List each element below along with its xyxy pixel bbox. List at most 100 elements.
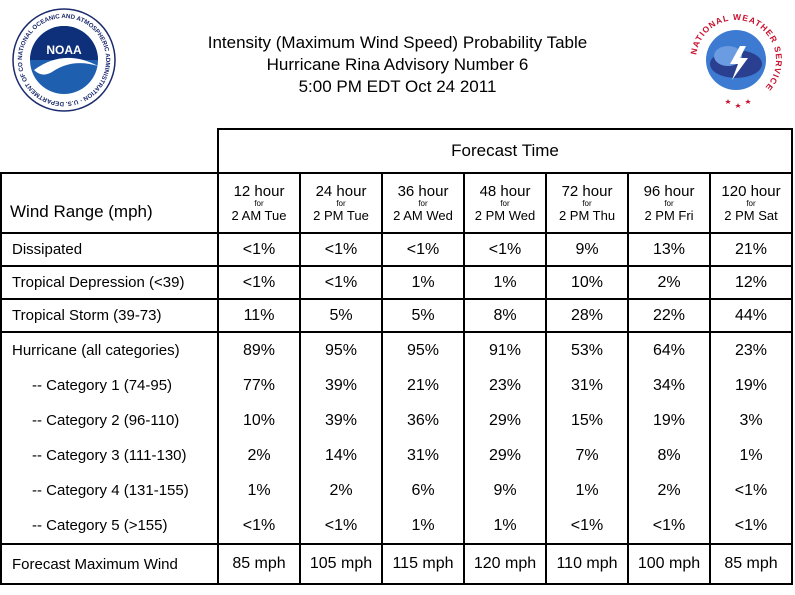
cell: 7% [575,446,599,464]
cell: 85 mph [709,543,793,585]
col-120h: 120 hour for 2 PM Sat [709,172,793,234]
col-96h: 96 hour for 2 PM Fri [627,172,711,234]
cell: 34% [652,376,686,394]
col-12h: 12 hour for 2 AM Tue [217,172,301,234]
cell: 1% [411,516,435,534]
hurricane-col: 89% 77% 10% 2% 1% <1% [217,331,301,545]
cell: 77% [242,376,276,394]
cell: 1% [463,265,547,300]
cell: 91% [488,341,522,359]
cell: 9% [493,481,517,499]
cell: <1% [299,265,383,300]
probability-table: Forecast Time Wind Range (mph) 12 hour fo… [0,128,793,585]
hurricane-labels: Hurricane (all categories) -- Category 1… [0,331,219,545]
hurricane-col: 64% 34% 19% 8% 2% <1% [627,331,711,545]
row-label: -- Category 5 (>155) [32,517,168,534]
row-label: Forecast Maximum Wind [0,543,219,585]
hurricane-col: 53% 31% 15% 7% 1% <1% [545,331,629,545]
cell: 31% [406,446,440,464]
hurricane-col: 95% 21% 36% 31% 6% 1% [381,331,465,545]
row-hurricane-group: Hurricane (all categories) -- Category 1… [0,331,793,545]
hurricane-col: 95% 39% 39% 14% 2% <1% [299,331,383,545]
cell: 100 mph [627,543,711,585]
cell: <1% [324,516,358,534]
hurricane-col: 23% 19% 3% 1% <1% <1% [709,331,793,545]
cell: 29% [488,411,522,429]
cell: 8% [463,298,547,333]
cell: <1% [652,516,686,534]
cell: 1% [739,446,763,464]
cell: <1% [299,232,383,267]
cell: 95% [324,341,358,359]
cell: <1% [734,481,768,499]
hurricane-col: 91% 23% 29% 29% 9% 1% [463,331,547,545]
cell: <1% [570,516,604,534]
col-48h: 48 hour for 2 PM Wed [463,172,547,234]
cell: 19% [652,411,686,429]
row-tropical-storm: Tropical Storm (39-73) 11% 5% 5% 8% 28% … [0,298,793,333]
cell: 23% [734,341,768,359]
cell: 44% [709,298,793,333]
cell: <1% [242,516,276,534]
cell: <1% [381,232,465,267]
cell: 5% [299,298,383,333]
row-label: -- Category 3 (111-130) [32,447,187,464]
cell: 2% [627,265,711,300]
cell: 14% [324,446,358,464]
cell: 2% [657,481,681,499]
page-title: Intensity (Maximum Wind Speed) Probabili… [150,32,645,98]
row-label: Tropical Depression (<39) [0,265,219,300]
forecast-time-header: Forecast Time [217,128,793,174]
cell: 31% [570,376,604,394]
row-tropical-depression: Tropical Depression (<39) <1% <1% 1% 1% … [0,265,793,300]
cell: 115 mph [381,543,465,585]
cell: 1% [493,516,517,534]
cell: 10% [242,411,276,429]
title-line-3: 5:00 PM EDT Oct 24 2011 [298,77,497,96]
cell: 15% [570,411,604,429]
cell: 39% [324,376,358,394]
row-label: Hurricane (all categories) [12,342,180,359]
cell: 23% [488,376,522,394]
row-label: -- Category 2 (96-110) [32,412,180,429]
cell: 95% [406,341,440,359]
cell: 22% [627,298,711,333]
cell: 1% [381,265,465,300]
cell: <1% [463,232,547,267]
cell: <1% [217,232,301,267]
cell: 2% [247,446,271,464]
noaa-logo: NATIONAL OCEANIC AND ATMOSPHERIC ADMINIS… [12,8,116,112]
row-dissipated: Dissipated <1% <1% <1% <1% 9% 13% 21% [0,232,793,267]
cell: 120 mph [463,543,547,585]
cell: 28% [545,298,629,333]
cell: 13% [627,232,711,267]
title-line-1: Intensity (Maximum Wind Speed) Probabili… [207,33,588,52]
row-label: Tropical Storm (39-73) [0,298,219,333]
cell: 8% [657,446,681,464]
svg-text:NOAA: NOAA [46,43,82,57]
col-36h: 36 hour for 2 AM Wed [381,172,465,234]
cell: 105 mph [299,543,383,585]
cell: 39% [324,411,358,429]
header: NATIONAL OCEANIC AND ATMOSPHERIC ADMINIS… [0,0,795,128]
row-label: -- Category 4 (131-155) [32,482,189,499]
cell: 5% [381,298,465,333]
cell: 11% [217,298,301,333]
cell: 3% [739,411,763,429]
cell: 1% [575,481,599,499]
row-max-wind: Forecast Maximum Wind 85 mph 105 mph 115… [0,543,793,585]
cell: 10% [545,265,629,300]
cell: 36% [406,411,440,429]
cell: 110 mph [545,543,629,585]
cell: <1% [217,265,301,300]
cell: 19% [734,376,768,394]
cell: 9% [545,232,629,267]
col-72h: 72 hour for 2 PM Thu [545,172,629,234]
cell: <1% [734,516,768,534]
cell: 21% [406,376,440,394]
cell: 29% [488,446,522,464]
wind-range-header: Wind Range (mph) [0,172,219,234]
row-label: -- Category 1 (74-95) [32,377,173,394]
cell: 85 mph [217,543,301,585]
cell: 12% [709,265,793,300]
